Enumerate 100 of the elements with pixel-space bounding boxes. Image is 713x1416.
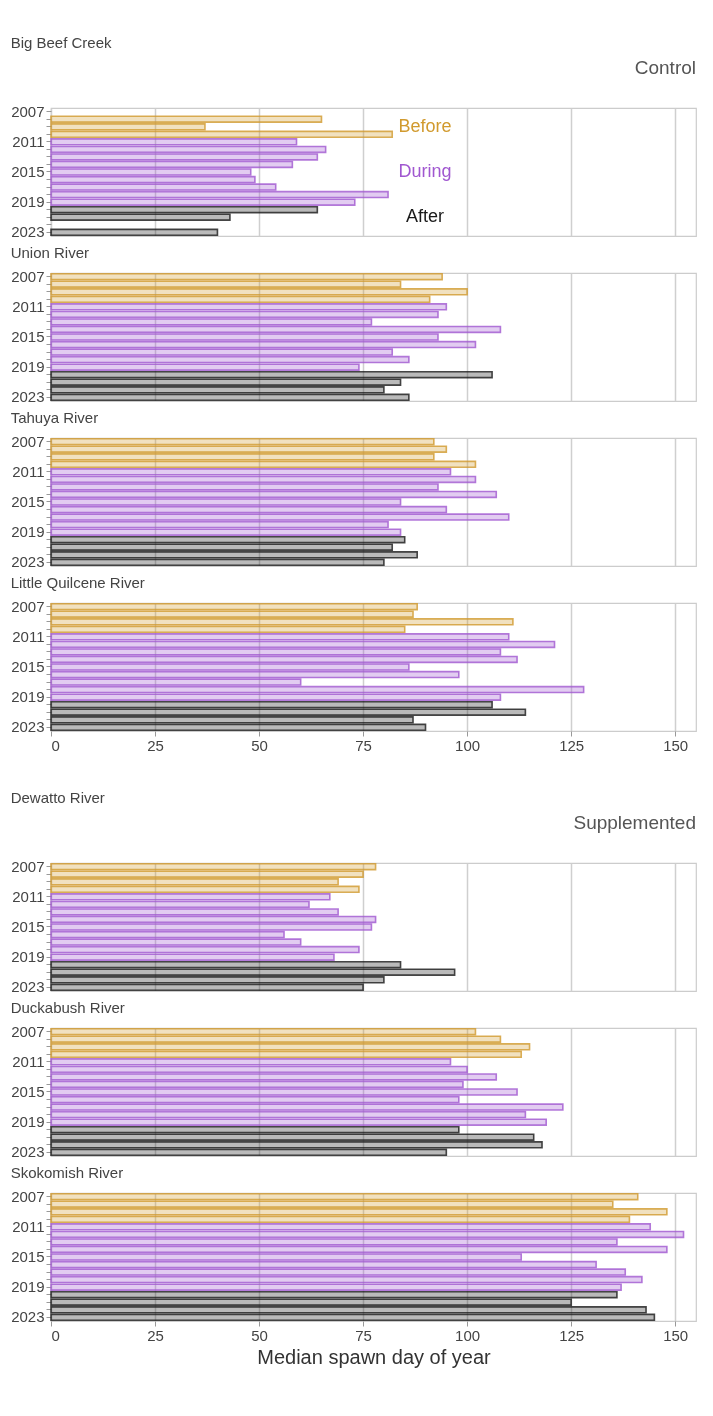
bar — [50, 1260, 597, 1269]
bar — [50, 610, 414, 618]
y-tick-label: 2023 — [11, 388, 45, 406]
y-tick-label: 2011 — [12, 297, 45, 315]
bar — [50, 558, 385, 567]
bar — [50, 678, 302, 686]
y-tick-label: 2011 — [12, 1052, 45, 1070]
y-tick-label: 2023 — [11, 718, 45, 736]
x-tick-label: 150 — [663, 736, 689, 754]
y-tick-label: 2015 — [11, 328, 45, 345]
bar — [50, 1058, 452, 1066]
y-tick-label: 2011 — [12, 627, 45, 645]
bar — [50, 295, 431, 304]
bar — [50, 460, 477, 469]
bar — [50, 130, 394, 139]
bar — [50, 1118, 547, 1126]
bar — [50, 878, 339, 886]
bar — [50, 1148, 448, 1157]
bar — [50, 602, 418, 611]
x-tick-label: 75 — [355, 736, 372, 754]
bar — [50, 348, 394, 356]
x-tick-label: 100 — [455, 1326, 481, 1344]
bar — [50, 900, 310, 909]
bar — [50, 1027, 477, 1036]
bar — [50, 386, 385, 394]
bar — [50, 183, 277, 191]
bar — [50, 363, 360, 371]
bar — [50, 190, 389, 199]
bar — [50, 498, 402, 506]
y-tick-label: 2007 — [11, 102, 45, 120]
bar — [50, 153, 319, 161]
bar — [50, 1043, 531, 1051]
chart-title: Union River — [10, 244, 90, 262]
bar — [50, 1230, 685, 1239]
y-tick-label: 2023 — [11, 1308, 45, 1326]
bar — [50, 228, 219, 237]
bar — [50, 483, 439, 491]
bar — [50, 1208, 668, 1216]
bar — [50, 213, 231, 221]
bar — [50, 1298, 572, 1306]
x-tick-label: 75 — [355, 1326, 372, 1344]
bar — [50, 625, 406, 634]
bar — [50, 960, 402, 969]
bar — [50, 716, 414, 724]
text: After — [406, 206, 445, 227]
bar — [50, 520, 389, 529]
chart-title: Dewatto River — [10, 789, 105, 806]
bar — [50, 551, 418, 559]
bar — [50, 1245, 668, 1254]
bar — [50, 272, 443, 281]
chart-title: Tahuya River — [10, 409, 99, 427]
x-tick-label: 0 — [51, 1326, 60, 1344]
bar — [50, 1141, 543, 1149]
bar — [50, 145, 327, 154]
bar — [50, 648, 502, 656]
x-tick-label: 100 — [455, 736, 481, 754]
bar — [50, 1035, 502, 1043]
bar — [50, 915, 377, 924]
series-label: During — [398, 161, 452, 181]
y-tick-label: 2019 — [11, 948, 45, 966]
x-tick-label: 125 — [559, 1326, 585, 1344]
bar — [50, 670, 460, 679]
bar — [50, 938, 302, 946]
chart-title: Little Quilcene River — [10, 574, 145, 592]
y-tick-label: 2011 — [12, 132, 45, 150]
bar — [50, 310, 439, 319]
bar — [50, 318, 373, 326]
bar — [50, 1095, 460, 1104]
bar — [50, 885, 360, 894]
chart-title: Big Beef Creek — [10, 34, 113, 51]
bar — [50, 1110, 527, 1119]
bar — [50, 453, 435, 461]
bar — [50, 908, 339, 916]
bar — [50, 280, 402, 288]
bar — [50, 893, 331, 901]
bar — [50, 475, 477, 484]
bar — [50, 968, 456, 976]
x-tick-label: 150 — [663, 1326, 689, 1344]
y-tick-label: 2015 — [11, 658, 45, 675]
bar — [50, 138, 298, 146]
bar — [50, 378, 402, 386]
bar — [50, 1103, 564, 1111]
bar — [50, 198, 356, 206]
x-tick-label: 0 — [51, 736, 60, 754]
bar — [50, 1238, 618, 1246]
bar — [50, 333, 439, 341]
bar — [50, 1088, 518, 1096]
bar — [50, 1080, 464, 1089]
bar — [50, 1073, 498, 1081]
y-tick-label: 2023 — [11, 1143, 45, 1161]
bar — [50, 205, 319, 214]
bar — [50, 1215, 631, 1224]
y-tick-label: 2023 — [11, 553, 45, 571]
y-tick-label: 2011 — [12, 462, 45, 480]
bar — [50, 528, 402, 536]
y-tick-label: 2023 — [11, 978, 45, 996]
x-tick-label: 25 — [147, 1326, 164, 1344]
bar — [50, 1275, 643, 1284]
bar — [50, 685, 585, 694]
y-tick-label: 2015 — [11, 1083, 45, 1100]
